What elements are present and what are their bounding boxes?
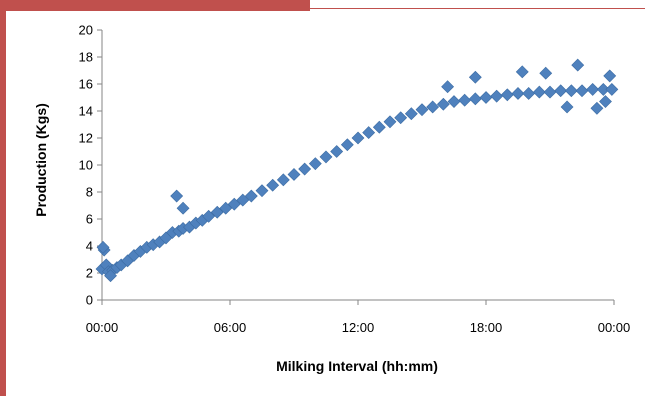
frame-top-line <box>310 8 645 9</box>
data-point <box>458 93 472 107</box>
y-tick-label: 14 <box>79 104 93 119</box>
data-point <box>596 82 610 96</box>
data-point <box>255 184 269 198</box>
data-point <box>590 101 604 115</box>
data-point <box>543 85 557 99</box>
x-tick-label: 00:00 <box>598 320 631 335</box>
axes <box>101 30 614 301</box>
x-axis-ticks: 00:00 06:00 12:00 18:00 00:00 <box>86 300 631 335</box>
data-point <box>372 120 386 134</box>
data-point <box>575 84 589 98</box>
y-tick-label: 16 <box>79 77 93 92</box>
data-point <box>351 131 365 145</box>
data-point <box>479 91 493 104</box>
x-axis-title: Milking Interval (hh:mm) <box>276 358 438 374</box>
data-point <box>468 92 482 106</box>
data-point <box>362 126 376 140</box>
x-tick-label: 12:00 <box>342 320 375 335</box>
data-point <box>176 201 190 215</box>
data-point <box>436 97 450 111</box>
data-point <box>571 58 585 72</box>
y-axis-ticks: 0 2 4 6 8 10 12 14 16 18 20 <box>79 23 102 308</box>
frame-left-border <box>0 0 6 396</box>
data-point <box>554 84 568 98</box>
data-point <box>266 178 280 192</box>
data-point <box>560 100 574 114</box>
data-point <box>511 87 525 100</box>
data-point <box>394 111 408 125</box>
y-axis-title: Production (Kgs) <box>33 103 49 217</box>
data-point <box>287 168 301 181</box>
y-tick-label: 8 <box>86 185 93 200</box>
data-point <box>415 103 429 117</box>
data-point <box>202 209 216 223</box>
data-point <box>219 201 233 215</box>
x-tick-label: 06:00 <box>214 320 247 335</box>
data-point <box>210 205 224 219</box>
data-point <box>490 89 504 103</box>
data-point <box>539 66 553 80</box>
data-point <box>564 84 578 98</box>
data-point <box>104 269 117 283</box>
data-point <box>603 69 617 83</box>
data-point <box>404 107 418 121</box>
data-point <box>298 162 312 176</box>
y-tick-label: 18 <box>79 50 93 65</box>
x-tick-label: 18:00 <box>470 320 503 335</box>
data-point <box>586 82 600 96</box>
data-point <box>532 85 546 99</box>
data-point <box>599 95 612 108</box>
y-tick-label: 12 <box>79 131 93 146</box>
data-point <box>441 80 455 94</box>
frame-top-border <box>0 0 310 11</box>
data-point <box>605 82 619 96</box>
data-point <box>308 157 322 171</box>
data-point <box>170 189 184 203</box>
data-point <box>227 197 241 211</box>
data-point <box>426 100 440 114</box>
data-point <box>522 87 536 100</box>
data-point <box>330 145 344 158</box>
y-tick-label: 20 <box>79 23 93 38</box>
data-point <box>96 240 110 254</box>
x-tick-label: 00:00 <box>86 320 119 335</box>
y-tick-label: 10 <box>79 158 93 173</box>
data-point <box>500 88 514 102</box>
data-point <box>515 65 529 79</box>
data-point <box>383 115 397 129</box>
data-point <box>276 173 290 187</box>
data-point <box>244 189 258 203</box>
data-point <box>468 70 482 84</box>
y-tick-label: 2 <box>86 266 93 281</box>
y-tick-label: 4 <box>86 239 93 254</box>
chart-area: 0 2 4 6 8 10 12 14 16 18 20 00:00 06:00 12:00 18:00 00… <box>9 12 645 396</box>
data-point <box>340 138 354 152</box>
y-tick-label: 0 <box>86 293 93 308</box>
data-point <box>319 150 333 164</box>
data-points <box>95 58 619 283</box>
data-point <box>236 193 250 207</box>
y-tick-label: 6 <box>86 212 93 227</box>
data-point <box>447 95 461 108</box>
